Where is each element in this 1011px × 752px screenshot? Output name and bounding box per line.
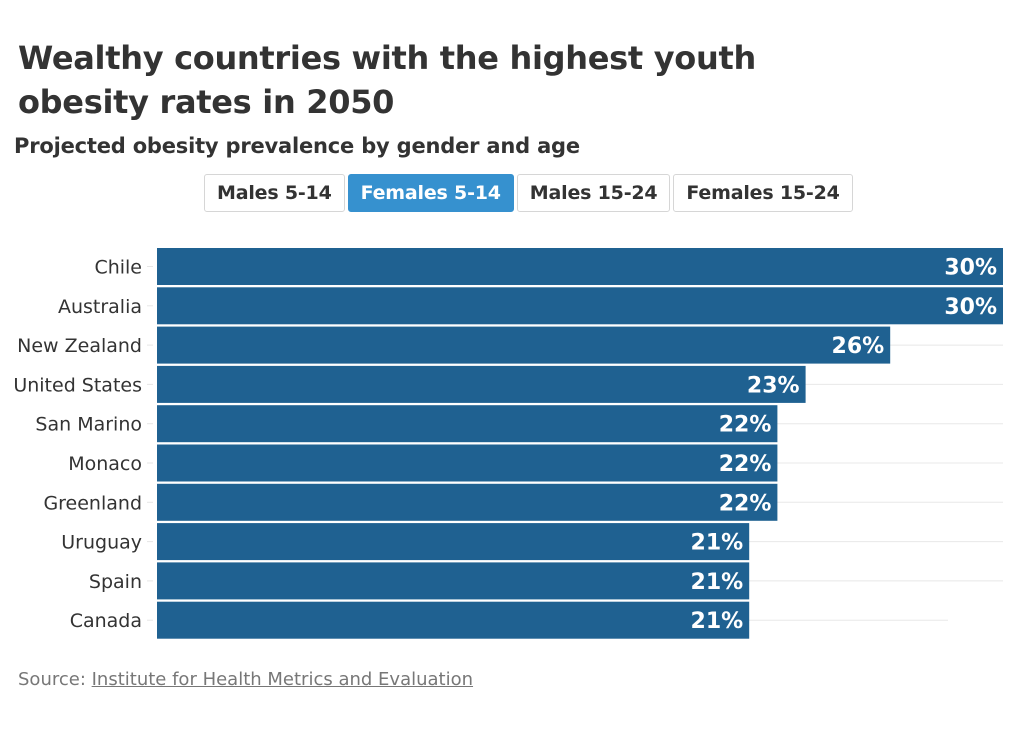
value-label: 22% bbox=[719, 452, 772, 477]
chart-subtitle: Projected obesity prevalence by gender a… bbox=[14, 134, 580, 158]
value-label: 30% bbox=[944, 256, 997, 281]
value-label: 21% bbox=[691, 609, 744, 634]
tab-females-5-14[interactable]: Females 5-14 bbox=[347, 174, 514, 212]
bar-spain[interactable] bbox=[157, 562, 750, 600]
bar-uruguay[interactable] bbox=[157, 523, 750, 561]
value-label: 21% bbox=[691, 570, 744, 595]
bar-greenland[interactable] bbox=[157, 483, 778, 521]
tab-males-5-14[interactable]: Males 5-14 bbox=[204, 174, 345, 212]
tab-males-15-24[interactable]: Males 15-24 bbox=[516, 174, 671, 212]
bar-new-zealand[interactable] bbox=[157, 326, 891, 364]
value-label: 30% bbox=[944, 295, 997, 320]
bar-chile[interactable] bbox=[157, 248, 1003, 285]
category-label: Uruguay bbox=[61, 532, 142, 554]
category-label: Spain bbox=[89, 571, 142, 593]
category-label: New Zealand bbox=[17, 335, 142, 357]
bar-united-states[interactable] bbox=[157, 365, 806, 403]
value-label: 23% bbox=[747, 373, 800, 398]
tab-females-15-24[interactable]: Females 15-24 bbox=[673, 174, 853, 212]
value-label: 22% bbox=[719, 413, 772, 438]
series-tabs: Males 5-14 Females 5-14 Males 15-24 Fema… bbox=[204, 174, 853, 212]
source-link[interactable]: Institute for Health Metrics and Evaluat… bbox=[91, 669, 474, 690]
bar-monaco[interactable] bbox=[157, 444, 778, 482]
category-label: Greenland bbox=[43, 492, 142, 514]
chart-title: Wealthy countries with the highest youth… bbox=[18, 39, 756, 121]
source-label: Source: bbox=[18, 669, 86, 690]
bar-canada[interactable] bbox=[157, 601, 750, 639]
value-label: 26% bbox=[832, 334, 885, 359]
category-label: San Marino bbox=[35, 414, 142, 436]
bar-san-marino[interactable] bbox=[157, 405, 778, 443]
category-label: Australia bbox=[58, 296, 142, 318]
category-label: United States bbox=[13, 374, 142, 396]
category-label: Monaco bbox=[68, 453, 142, 475]
bar-chart: Chile 30% Australia 30% New Zealand 26% United… bbox=[13, 248, 1003, 639]
source-line: Source: Institute for Health Metrics and… bbox=[18, 669, 473, 690]
value-label: 21% bbox=[691, 531, 744, 556]
category-label: Chile bbox=[94, 257, 142, 279]
value-label: 22% bbox=[719, 491, 772, 516]
category-label: Canada bbox=[70, 610, 142, 632]
bar-australia[interactable] bbox=[157, 287, 1003, 325]
